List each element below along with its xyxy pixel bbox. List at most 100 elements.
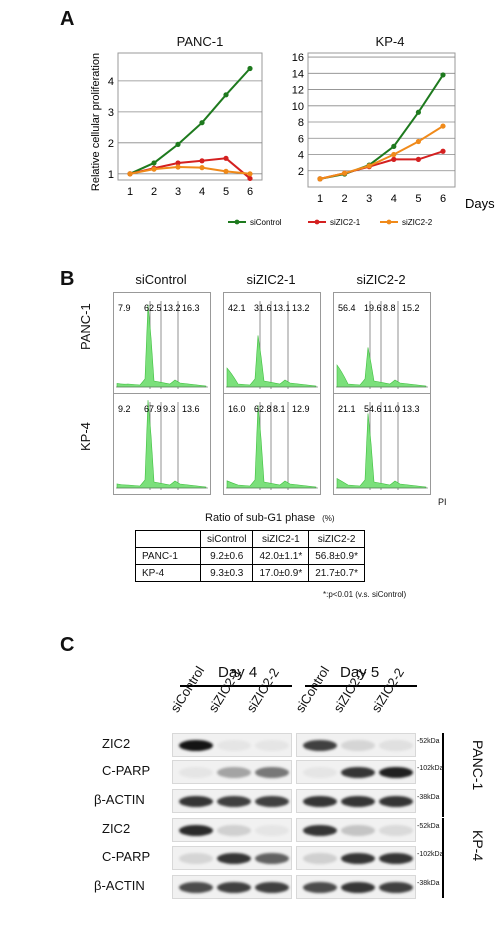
legend-marker — [234, 219, 240, 225]
data-point — [247, 171, 253, 177]
y-tick-label: 1 — [108, 169, 114, 181]
data-point — [415, 109, 421, 115]
blot-row-label: β-ACTIN — [94, 792, 145, 807]
plot-frame — [307, 52, 456, 188]
blot-strip — [172, 846, 292, 870]
x-axis-label-days: Days — [465, 196, 495, 211]
y-tick-label: 10 — [292, 101, 304, 113]
subg1-unit: (%) — [322, 514, 335, 523]
day-label: Day 4 — [218, 664, 258, 681]
panel-label-b: B — [60, 268, 75, 290]
kda-marker: -102kDa — [417, 851, 444, 858]
gate-percent-label: 16.0 — [228, 404, 246, 414]
blot-band — [379, 882, 413, 893]
table-cell: 21.7±0.7* — [308, 564, 365, 582]
blot-band — [179, 882, 213, 893]
blot-strip — [172, 789, 292, 813]
table-cell: PANC-1 — [135, 547, 201, 565]
flow-histogram: 16.0 62.8 8.1 12.9 — [223, 393, 321, 495]
table-row: KP-4 9.3±0.3 17.0±0.9* 21.7±0.7* — [135, 564, 365, 582]
histogram-plot: 16.0 62.8 8.1 12.9 — [226, 402, 318, 490]
data-point — [415, 138, 421, 145]
data-point — [151, 166, 157, 172]
flow-column-label: siZIC2-2 — [356, 272, 406, 287]
data-point — [342, 170, 348, 176]
blot-band — [341, 825, 375, 836]
data-point — [175, 141, 181, 147]
table-cell: KP-4 — [135, 564, 201, 582]
subg1-title: Ratio of sub-G1 phase (%) — [205, 512, 335, 524]
flow-histogram: 21.1 54.6 11.0 13.3 — [333, 393, 431, 495]
subg1-title-text: Ratio of sub-G1 phase — [205, 512, 316, 524]
data-point — [175, 164, 181, 170]
blot-row-label: C-PARP — [102, 849, 151, 864]
gate-percent-label: 21.1 — [338, 404, 356, 414]
y-tick-label: 4 — [298, 150, 304, 162]
flow-histogram: 42.1 31.6 13.1 13.2 — [223, 292, 321, 394]
histogram-fill — [116, 304, 207, 388]
y-tick-label: 12 — [292, 85, 304, 97]
table-row: PANC-1 9.2±0.6 42.0±1.1* 56.8±0.9* — [135, 547, 365, 565]
blot-band — [179, 767, 213, 778]
table-header-row: siControl siZIC2-1 siZIC2-2 — [135, 530, 365, 548]
blot-strip — [172, 760, 292, 784]
blot-band — [303, 767, 337, 778]
kda-marker: -102kDa — [417, 765, 444, 772]
gate-percent-label: 13.6 — [182, 404, 200, 414]
data-point — [223, 155, 229, 161]
gate-percent-label: 13.2 — [163, 303, 181, 313]
gate-percent-label: 7.9 — [118, 303, 131, 313]
flow-row-label: KP-4 — [78, 422, 93, 451]
chart-0: 1 2 3 4 1 2 3 4 5 6 — [108, 52, 263, 198]
blot-band — [255, 796, 289, 807]
y-tick-label: 3 — [108, 107, 114, 119]
cell-line-label: KP-4 — [470, 830, 486, 862]
kda-marker: -38kDa — [417, 880, 440, 887]
blot-band — [341, 853, 375, 864]
blot-band — [341, 796, 375, 807]
blot-band — [217, 796, 251, 807]
table-cell: siControl — [199, 530, 254, 548]
cell-line-label: PANC-1 — [470, 740, 486, 791]
data-point — [440, 148, 446, 154]
blot-band — [255, 767, 289, 778]
histogram-plot: 42.1 31.6 13.1 13.2 — [226, 301, 318, 389]
histogram-plot: 7.9 62.5 13.2 16.3 — [116, 301, 208, 389]
gate-percent-label: 8.1 — [273, 404, 286, 414]
table-cell — [135, 530, 201, 548]
lane-label: siControl — [167, 663, 208, 715]
gate-percent-label: 16.3 — [182, 303, 200, 313]
flow-column-label: siZIC2-1 — [246, 272, 296, 287]
blot-strip — [296, 846, 416, 870]
data-point — [440, 72, 446, 78]
y-tick-label: 8 — [298, 117, 304, 129]
table-cell: 56.8±0.9* — [308, 547, 365, 565]
x-tick-label: 6 — [247, 186, 253, 198]
gate-percent-label: 56.4 — [338, 303, 356, 313]
gate-percent-label: 11.0 — [383, 404, 400, 414]
gate-percent-label: 31.6 — [254, 303, 272, 313]
plot-frame — [117, 52, 263, 181]
blot-strip — [172, 733, 292, 757]
histogram-plot: 9.2 67.9 9.3 13.6 — [116, 400, 208, 490]
series-line — [319, 125, 444, 180]
data-point — [223, 92, 229, 98]
blot-band — [179, 740, 213, 751]
subg1-table: siControl siZIC2-1 siZIC2-2 PANC-1 9.2±0… — [135, 530, 365, 582]
blot-strip — [296, 818, 416, 842]
panel-label-c: C — [60, 634, 75, 656]
day-underline — [305, 685, 417, 687]
histogram-plot: 21.1 54.6 11.0 13.3 — [336, 402, 428, 490]
blot-band — [303, 796, 337, 807]
blot-strip — [296, 733, 416, 757]
blot-band — [217, 825, 251, 836]
flow-histogram: 9.2 67.9 9.3 13.6 — [113, 393, 211, 495]
day-label: Day 5 — [340, 664, 380, 681]
legend-label: siZIC2-1 — [330, 218, 361, 227]
blot-band — [179, 796, 213, 807]
blot-band — [255, 740, 289, 751]
blot-band — [341, 767, 375, 778]
blot-band — [255, 825, 289, 836]
data-point — [151, 160, 157, 166]
data-point — [127, 171, 133, 177]
